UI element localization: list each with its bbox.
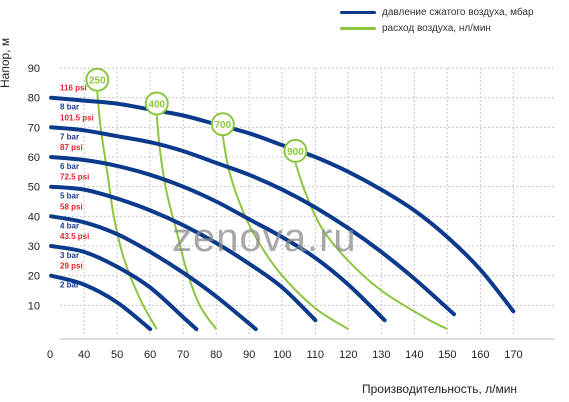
- x-tick-label: 120: [339, 349, 357, 361]
- y-tick-label: 80: [28, 93, 40, 105]
- y-tick-label: 90: [28, 63, 40, 75]
- series-bar-label: 6 bar: [60, 162, 79, 171]
- y-tick-label: 60: [28, 152, 40, 164]
- x-tick-label: 70: [177, 349, 189, 361]
- x-tick-label: 110: [306, 349, 324, 361]
- y-axis-label: Напор, м: [0, 38, 12, 88]
- legend-label-flow: расход воздуха, нл/мин: [382, 22, 491, 34]
- air-flow-line-250: [96, 91, 158, 330]
- pressure-line-2-bar: [49, 273, 153, 332]
- series-bar-label: 8 bar: [60, 103, 79, 112]
- series-psi-label: 58 psi: [60, 202, 83, 211]
- legend-label-pressure: давление сжатого воздуха, мбар: [382, 6, 534, 18]
- x-tick-label: 130: [372, 349, 390, 361]
- series-bar-label: 3 bar: [60, 251, 79, 260]
- x-tick-label: 80: [210, 349, 222, 361]
- y-tick-label: 40: [28, 211, 40, 223]
- x-tick-label: 90: [243, 349, 255, 361]
- series-psi-label: 72.5 psi: [60, 173, 89, 182]
- x-tick-label: 160: [471, 349, 489, 361]
- y-tick-label: 10: [28, 300, 40, 312]
- legend-item-flow: расход воздуха, нл/мин: [340, 20, 534, 36]
- series-bar-label: 7 bar: [60, 132, 79, 141]
- x-tick-label: 50: [111, 349, 123, 361]
- air-flow-line-400: [155, 115, 218, 330]
- pressure-line-6-bar: [49, 155, 387, 323]
- x-tick-label: 60: [144, 349, 156, 361]
- air-flow-badge-250: [85, 67, 110, 92]
- legend-swatch-flow: [340, 26, 376, 30]
- watermark: zenova.ru: [172, 216, 357, 260]
- x-tick-label: 100: [273, 349, 291, 361]
- x-tick-label: 40: [78, 349, 90, 361]
- y-tick-label: 70: [28, 122, 40, 134]
- pressure-line-5-bar: [49, 184, 318, 323]
- x-tick-label: 140: [405, 349, 423, 361]
- air-flow-label-400: 400: [148, 99, 165, 110]
- pressure-line-8-bar: [49, 95, 516, 314]
- pressure-line-3-bar: [49, 244, 199, 332]
- series-bar-label: 2 bar: [60, 281, 79, 290]
- x-tick-label: 150: [438, 349, 456, 361]
- pressure-lines: [49, 95, 516, 332]
- series-psi-label: 116 psi: [60, 84, 87, 93]
- y-tick-label: 30: [28, 241, 40, 253]
- air-flow-badge-900: [283, 138, 308, 163]
- x-axis-label: Производительность, л/мин: [362, 382, 518, 396]
- series-labels: 29 psi 2 bar 43.5 psi 3 bar 58 psi 4 bar 72.5 …: [60, 84, 94, 290]
- air-flow-badges: 250 400 700 900: [85, 67, 308, 163]
- air-flow-badge-700: [210, 112, 235, 137]
- series-psi-label: 101.5 psi: [60, 113, 94, 122]
- y-tick-label: 20: [28, 271, 40, 283]
- air-flow-label-900: 900: [287, 147, 304, 158]
- series-bar-label: 5 bar: [60, 192, 79, 201]
- legend-item-pressure: давление сжатого воздуха, мбар: [340, 4, 534, 20]
- air-flow-lines: [96, 91, 448, 330]
- legend: давление сжатого воздуха, мбар расход во…: [340, 4, 534, 36]
- x-tick-label: 0: [47, 349, 53, 361]
- air-flow-line-900: [294, 162, 448, 330]
- air-flow-line-700: [221, 136, 349, 330]
- y-tick-label: 50: [28, 182, 40, 194]
- air-flow-badge-400: [144, 91, 169, 116]
- series-psi-label: 87 psi: [60, 143, 83, 152]
- x-tick-label: 170: [504, 349, 522, 361]
- pressure-line-4-bar: [49, 214, 258, 332]
- series-psi-label: 43.5 psi: [60, 232, 89, 241]
- legend-swatch-pressure: [340, 10, 376, 14]
- pressure-line-7-bar: [49, 125, 456, 317]
- series-bar-label: 4 bar: [60, 221, 79, 230]
- series-psi-label: 29 psi: [60, 262, 83, 271]
- air-flow-label-250: 250: [89, 76, 106, 87]
- air-flow-label-700: 700: [214, 120, 231, 131]
